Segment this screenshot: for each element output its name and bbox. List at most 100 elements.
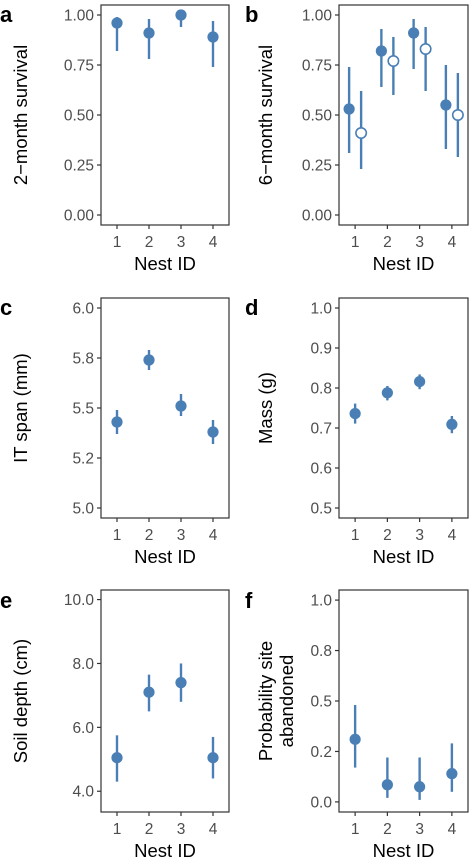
plot-frame (100, 589, 230, 813)
data-point (175, 677, 187, 689)
y-axis-title: Mass (g) (255, 372, 276, 444)
y-tick-label: 6.0 (72, 720, 94, 737)
data-point (349, 733, 361, 745)
data-point (414, 376, 426, 388)
y-tick-label: 5.8 (72, 351, 94, 368)
x-tick-label: 4 (448, 527, 457, 544)
y-tick-label: 0.8 (310, 381, 332, 398)
data-point (143, 354, 155, 366)
y-tick-label: 1.00 (302, 8, 333, 25)
y-tick-label: 6.0 (72, 301, 94, 318)
data-point (111, 752, 123, 764)
data-point (207, 426, 219, 438)
data-point-open (355, 127, 368, 140)
plot-frame (100, 297, 230, 519)
panel-label: d (245, 295, 258, 320)
panel-f: f 0.0 0.2 0.5 0.8 1.0 1 2 3 4 Nest ID Probability s… (245, 588, 469, 861)
panel-label: a (0, 2, 13, 27)
x-axis-title: Nest ID (373, 546, 435, 567)
panel-label: c (0, 295, 12, 320)
x-tick-label: 4 (209, 821, 218, 838)
data-point-open (451, 109, 464, 122)
y-tick-label: 0.00 (64, 208, 95, 225)
y-tick-label: 0.6 (310, 461, 332, 478)
y-tick-label: 0.9 (310, 341, 332, 358)
x-tick-label: 1 (113, 527, 122, 544)
y-tick-label: 5.5 (72, 401, 94, 418)
x-tick-label: 4 (209, 234, 218, 251)
data-point (343, 103, 355, 115)
x-tick-label: 1 (351, 821, 360, 838)
panel-e: e 4.0 6.0 8.0 10.0 1 2 3 4 Nest ID Soil depth (cm) (0, 588, 230, 861)
panel-label: e (0, 588, 12, 613)
x-tick-label: 3 (177, 527, 186, 544)
panel-c: c 5.0 5.2 5.5 5.8 6.0 1 2 3 4 Nest ID IT span (mm) (0, 295, 230, 567)
x-tick-label: 2 (145, 234, 154, 251)
data-point (111, 416, 123, 428)
data-point (446, 768, 458, 780)
x-axis-title: Nest ID (373, 253, 435, 274)
y-tick-label: 0.8 (310, 643, 332, 660)
plot-frame (338, 297, 469, 519)
y-axis-title: abandoned (276, 655, 297, 748)
y-tick-label: 0.50 (302, 108, 333, 125)
y-axis-title: 2−month survival (10, 45, 31, 185)
y-tick-label: 10.0 (64, 592, 95, 609)
y-tick-label: 0.25 (302, 158, 332, 175)
x-tick-label: 3 (177, 234, 186, 251)
y-tick-label: 0.5 (310, 694, 332, 711)
y-tick-label: 0.75 (302, 58, 332, 75)
x-tick-label: 3 (177, 821, 186, 838)
y-tick-label: 5.0 (72, 501, 94, 518)
y-tick-label: 0.00 (302, 208, 333, 225)
y-axis-title: IT span (mm) (10, 353, 31, 463)
x-tick-label: 2 (383, 527, 392, 544)
x-tick-label: 4 (448, 821, 457, 838)
y-tick-label: 8.0 (72, 656, 94, 673)
panel-d: d 0.5 0.6 0.7 0.8 0.9 1.0 1 2 3 4 Nest ID Mass (g) (245, 295, 469, 567)
y-tick-label: 5.2 (72, 451, 94, 468)
y-tick-label: 0.25 (64, 158, 94, 175)
x-axis-title: Nest ID (373, 840, 435, 861)
panel-label: b (245, 2, 258, 27)
data-point-open (387, 54, 400, 67)
x-tick-label: 3 (415, 234, 424, 251)
x-tick-label: 1 (113, 234, 122, 251)
y-tick-label: 1.0 (310, 301, 332, 318)
y-tick-label: 0.50 (64, 108, 95, 125)
y-tick-label: 4.0 (72, 784, 94, 801)
data-point (381, 779, 393, 791)
data-point (375, 45, 387, 57)
data-point (381, 387, 393, 399)
data-point (175, 9, 187, 21)
x-tick-label: 4 (209, 527, 218, 544)
data-point (207, 31, 219, 43)
data-point (111, 17, 123, 29)
data-point (440, 99, 452, 111)
data-point (408, 27, 420, 39)
data-point-open (419, 42, 432, 55)
plot-frame (338, 589, 469, 813)
y-tick-label: 0.5 (310, 501, 332, 518)
x-tick-label: 1 (351, 234, 360, 251)
data-point (175, 400, 187, 412)
y-axis-title: 6−month survival (255, 45, 276, 185)
y-axis-title: Probability site (255, 641, 276, 761)
x-tick-label: 2 (145, 821, 154, 838)
data-point (414, 781, 426, 793)
panel-label: f (245, 588, 253, 613)
y-tick-label: 0.2 (310, 744, 332, 761)
x-axis-title: Nest ID (134, 253, 196, 274)
panel-b: b 0.00 0.25 0.50 0.75 1.00 1 2 3 4 Nest ID 6−month … (245, 2, 469, 274)
data-point (207, 752, 219, 764)
data-point (143, 686, 155, 698)
x-axis-title: Nest ID (134, 546, 196, 567)
x-tick-label: 2 (145, 527, 154, 544)
y-tick-label: 0.0 (310, 794, 332, 811)
plot-frame (338, 4, 469, 226)
panel-a: a 0.00 0.25 0.50 0.75 1.00 1 2 3 4 Nest ID 2−month … (0, 2, 230, 274)
x-tick-label: 1 (113, 821, 122, 838)
y-tick-label: 1.0 (310, 593, 332, 610)
data-point (446, 418, 458, 430)
